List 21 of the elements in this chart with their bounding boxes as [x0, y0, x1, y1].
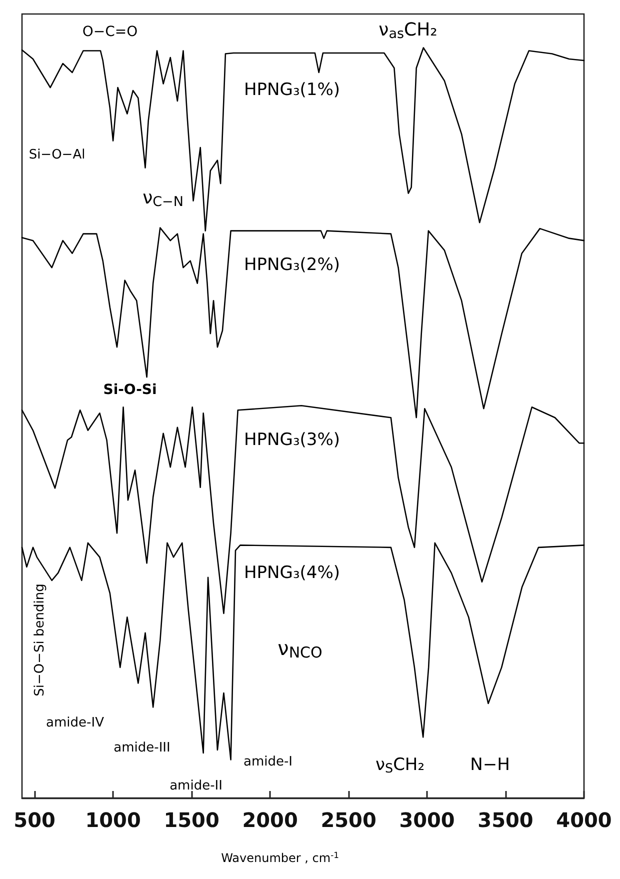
- annotation: Si−O−Si bending: [32, 584, 48, 696]
- x-tick-label: 2500: [320, 808, 376, 832]
- annotation: Si-O-Si: [103, 382, 157, 398]
- annotation: Si−O−Al: [28, 148, 86, 162]
- annotation: amide-I: [243, 754, 293, 770]
- annotation: amide-IV: [46, 716, 104, 730]
- x-tick-label: 3500: [478, 808, 534, 832]
- annotation: amide-II: [170, 778, 222, 794]
- series-label: HPNG₃(1%): [244, 80, 340, 100]
- x-tick-label: 3000: [399, 808, 455, 832]
- annotation: N−H: [470, 755, 510, 775]
- x-tick-label: 4000: [556, 808, 612, 832]
- text: O−C=O: [82, 24, 138, 40]
- annotation: amide-III: [114, 740, 170, 756]
- series-label: HPNG₃(2%): [244, 255, 340, 275]
- x-tick-label: 2000: [242, 808, 298, 832]
- series-label: HPNG₃(4%): [244, 563, 340, 583]
- x-tick-label: 500: [14, 808, 56, 832]
- x-tick-label: 1500: [164, 808, 220, 832]
- x-tick-label: 1000: [85, 808, 141, 832]
- series-label: HPNG₃(3%): [244, 430, 340, 450]
